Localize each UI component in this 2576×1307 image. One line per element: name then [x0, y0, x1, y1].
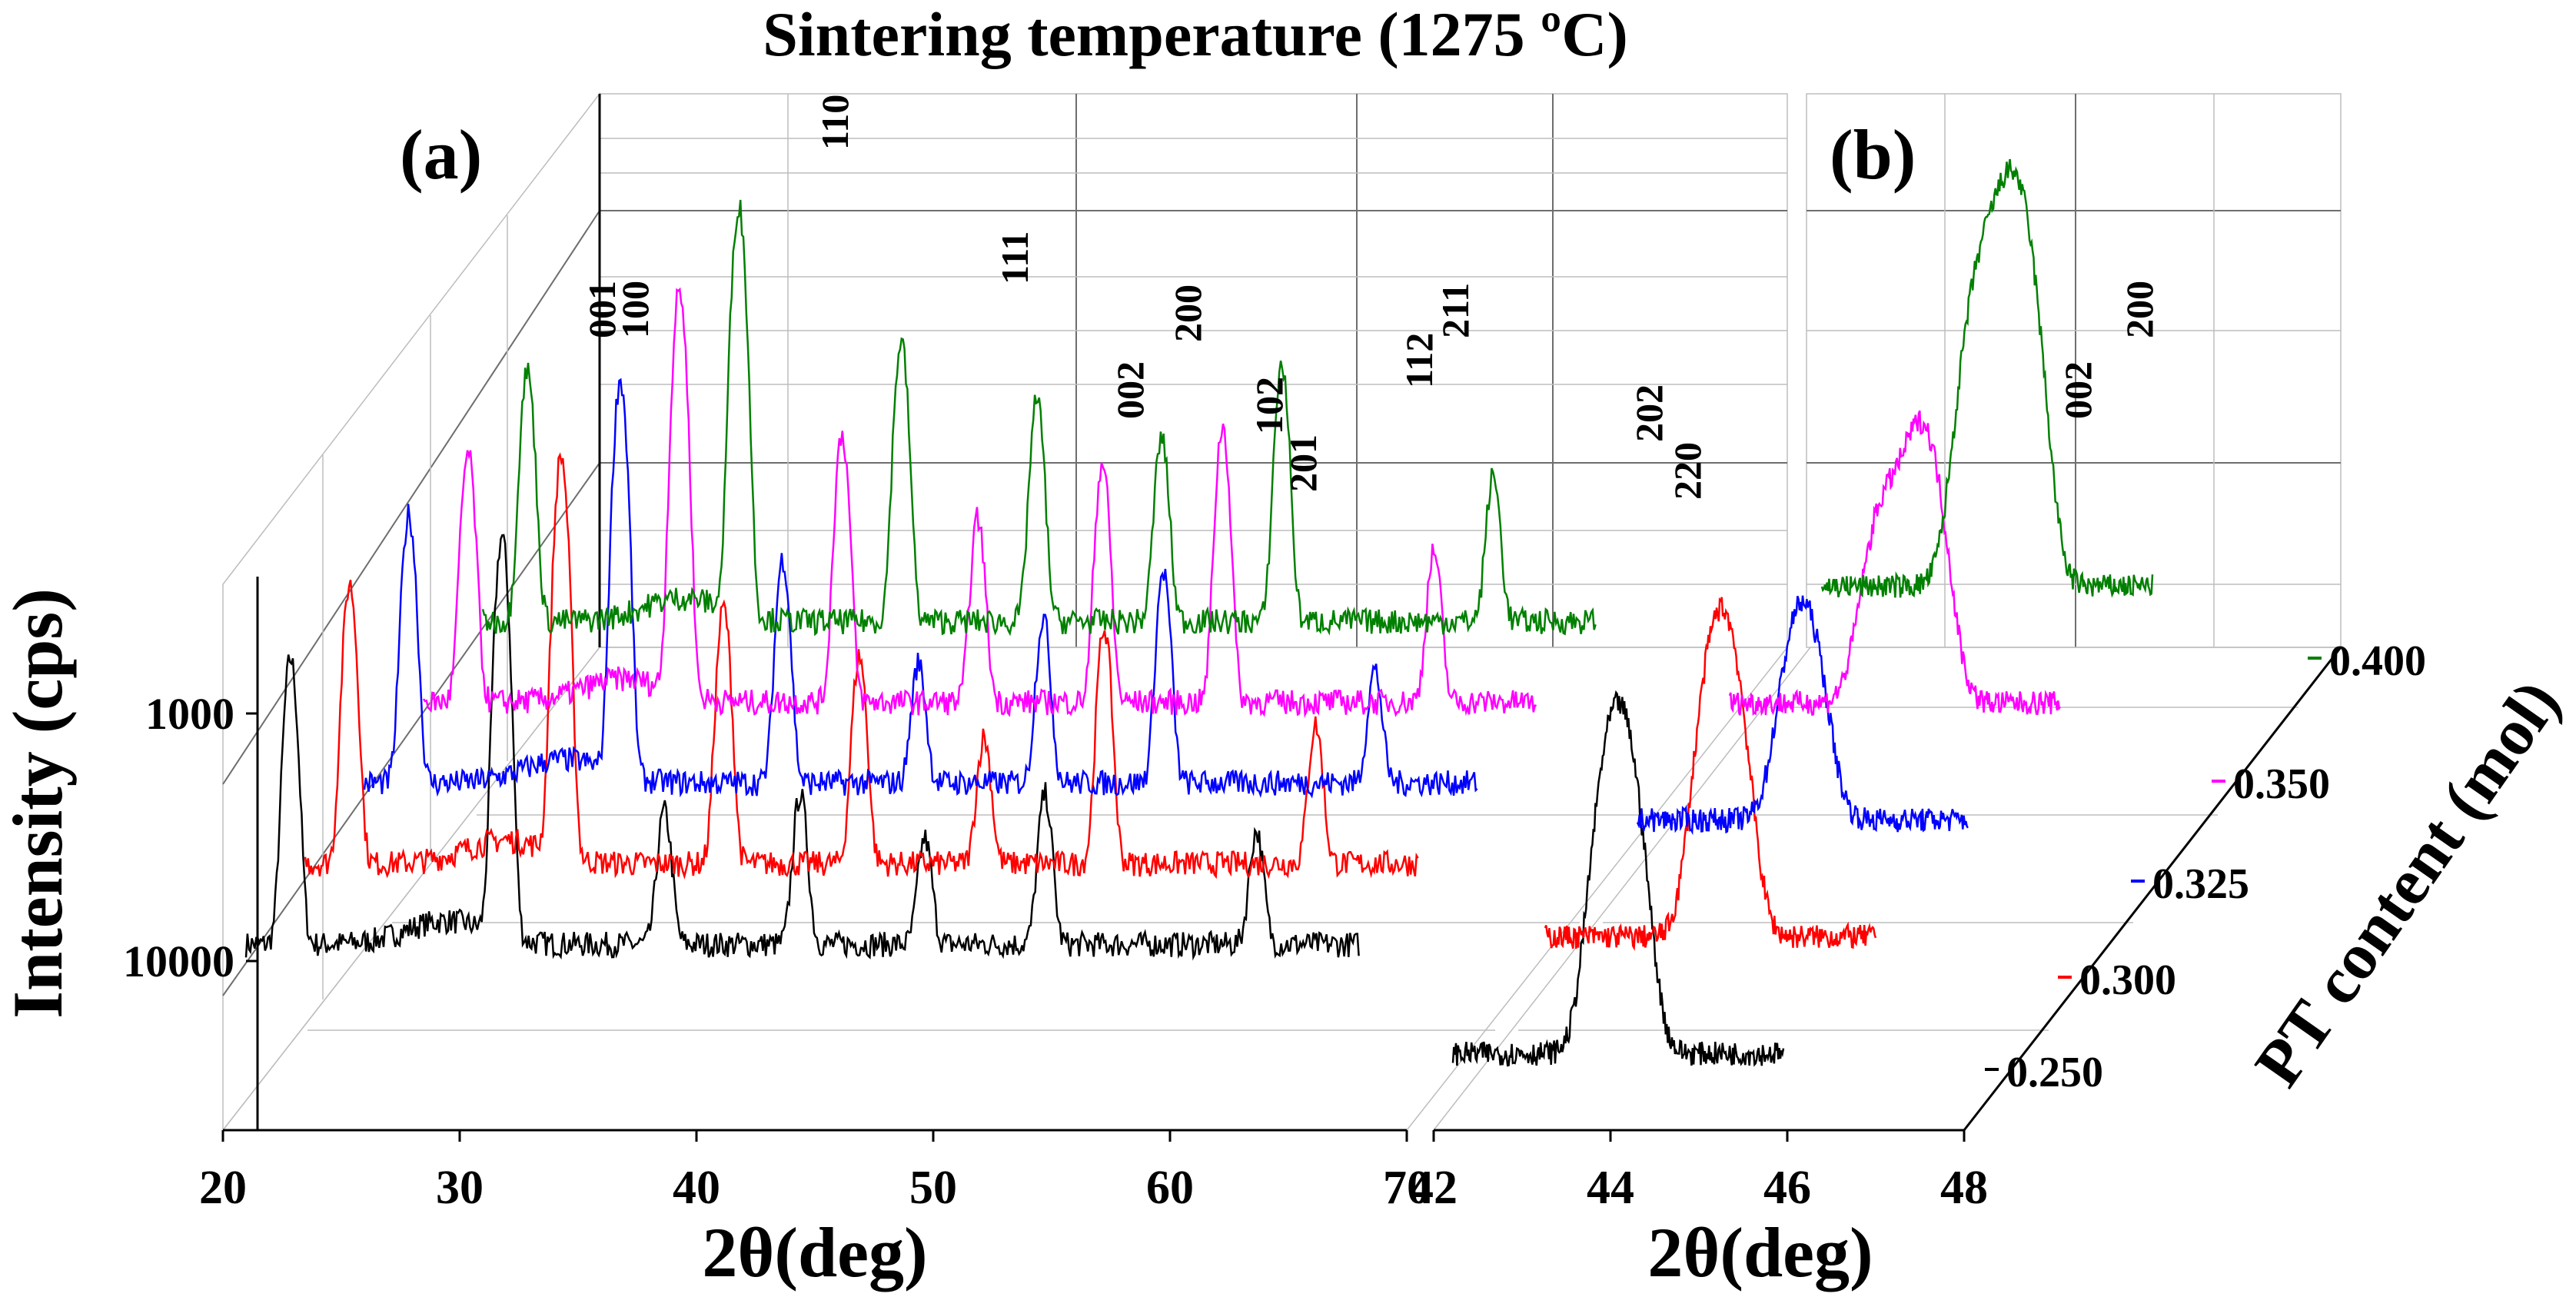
y-tick-label: 1000	[145, 689, 234, 739]
z-axis-label: PT content (mol)	[2240, 667, 2574, 1099]
peak-label-a: 202	[1627, 384, 1670, 442]
series-a-0.300	[304, 452, 1419, 880]
panel-a-back-wall	[599, 93, 1788, 648]
x-tick-label-a: 20	[199, 1162, 247, 1214]
panel-b-traces	[1451, 158, 2154, 1067]
x-tick-label-b: 44	[1587, 1162, 1634, 1214]
series-b-0.300	[1544, 597, 1877, 951]
z-tick-label: 0.250	[2006, 1049, 2103, 1096]
series-a-0.350	[422, 287, 1537, 719]
x-ticks-b: 42 44 46 48	[1410, 1130, 1988, 1214]
peak-label-a: 211	[1434, 283, 1477, 338]
axes	[223, 94, 2342, 1132]
x-tick-label-a: 40	[673, 1162, 720, 1214]
series-b-0.325	[1636, 595, 1969, 836]
x-tick-label-a: 70	[1383, 1162, 1431, 1214]
peak-label-a: 102	[1248, 377, 1291, 434]
x-tick-label-a: 50	[909, 1162, 957, 1214]
x-axis-a-label: 2θ(deg)	[702, 1213, 927, 1292]
x-tick-label-b: 48	[1940, 1162, 1988, 1214]
x-tick-label-a: 60	[1146, 1162, 1194, 1214]
z-tick-label: 0.400	[2329, 637, 2426, 685]
peak-label-a: 111	[993, 231, 1036, 284]
z-tick-label: 0.325	[2152, 860, 2249, 908]
peak-label-a: 112	[1398, 333, 1441, 388]
series-b-0.350	[1728, 410, 2062, 717]
peak-label-b: 200	[2118, 281, 2161, 338]
series-b-0.250	[1451, 690, 1785, 1067]
x-tick-label-a: 30	[436, 1162, 484, 1214]
chart-title: Sintering temperature (1275 ºC)	[763, 0, 1628, 69]
y-axis-label: Intensity (cps)	[0, 588, 77, 1019]
x-tick-label-b: 46	[1763, 1162, 1811, 1214]
z-ticks: 0.250 0.300 0.325 0.350 0.400	[1985, 637, 2426, 1096]
y-ticks: 1000 10000	[123, 689, 234, 986]
panel-a-label: (a)	[400, 115, 482, 194]
peak-label-a: 220	[1666, 442, 1709, 500]
peak-label-a: 200	[1166, 284, 1209, 342]
panel-b-label: (b)	[1830, 115, 1916, 194]
peak-label-a: 201	[1281, 434, 1325, 492]
peak-label-a: 002	[1109, 361, 1152, 419]
series-b-0.400	[1820, 158, 2154, 598]
x-ticks-a: 20 30 40 50 60 70	[199, 1130, 1431, 1214]
x-axis-b-label: 2θ(deg)	[1647, 1213, 1873, 1292]
peak-label-b: 002	[2056, 361, 2099, 419]
z-axis-line	[1963, 647, 2342, 1131]
peak-label-a: 001	[580, 281, 623, 338]
x-tick-label-b: 42	[1410, 1162, 1458, 1214]
y-tick-label: 10000	[123, 936, 234, 986]
peak-label-a: 100	[613, 281, 656, 338]
peak-label-a: 110	[813, 95, 856, 150]
panel-a-grid	[221, 91, 1789, 1132]
z-tick-label: 0.350	[2233, 760, 2330, 808]
panel-a-traces	[244, 199, 1597, 961]
series-a-0.250	[244, 534, 1360, 961]
series-a-0.325	[363, 377, 1478, 799]
series-a-0.400	[481, 199, 1597, 637]
z-tick-label: 0.300	[2079, 956, 2176, 1004]
